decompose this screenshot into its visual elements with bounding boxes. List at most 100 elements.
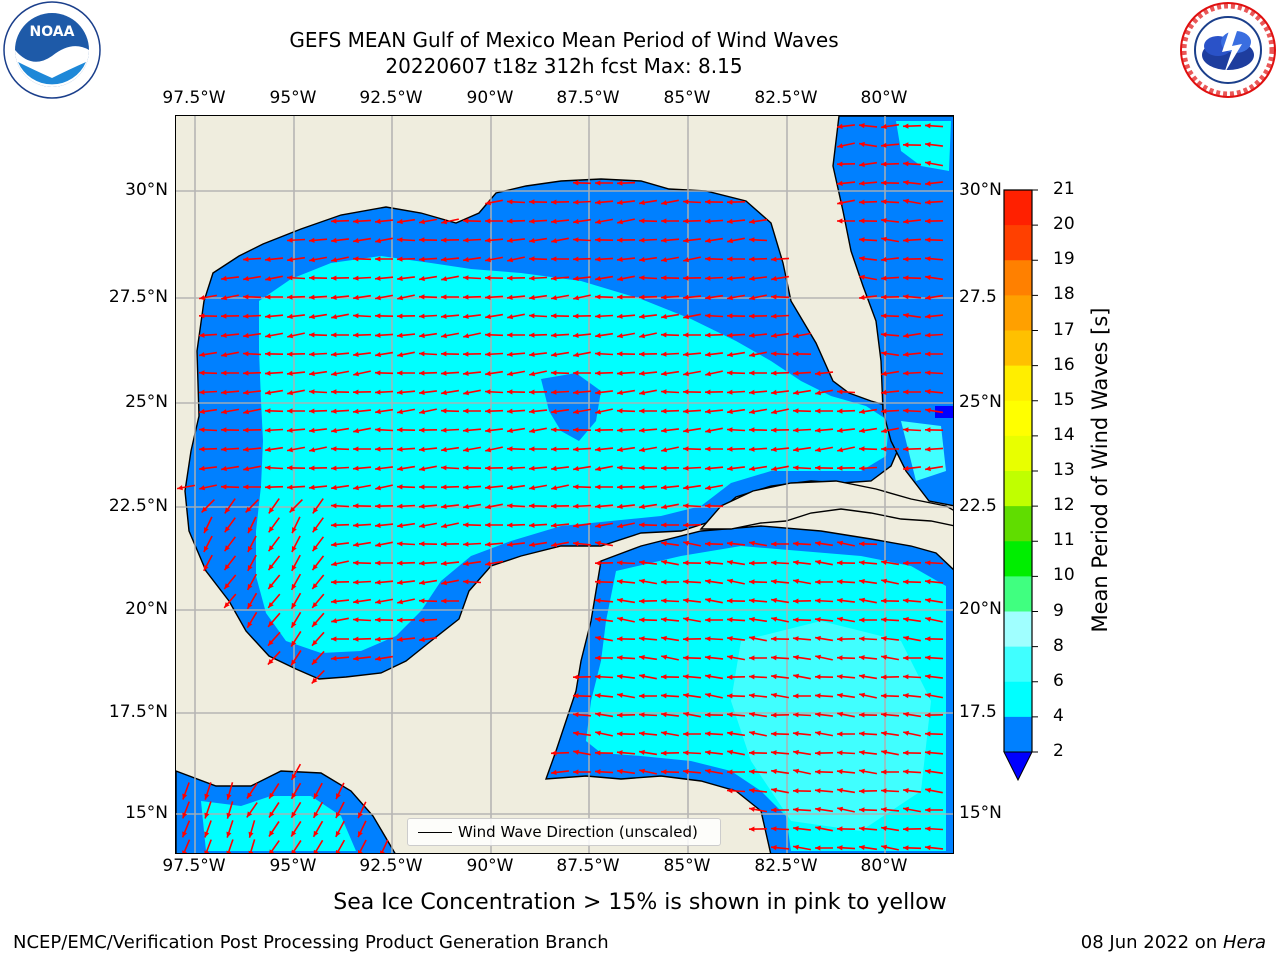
wind-wave-arrowhead — [617, 199, 623, 205]
wind-wave-arrowhead — [287, 427, 293, 433]
wind-wave-arrowhead — [573, 674, 579, 680]
wind-wave-arrowhead — [595, 237, 601, 243]
wind-wave-arrowhead — [291, 792, 297, 799]
wind-wave-arrowhead — [353, 522, 359, 528]
colorbar-tick-label: 16 — [1053, 354, 1075, 375]
wind-wave-arrowhead — [551, 769, 557, 775]
wind-wave-arrowhead — [353, 238, 359, 244]
wind-wave-arrowhead — [268, 545, 274, 552]
wind-wave-arrowhead — [793, 598, 799, 604]
wind-wave-arrowhead — [925, 427, 931, 433]
wind-wave-arrowhead — [925, 199, 931, 205]
wind-wave-arrowhead — [419, 370, 425, 376]
wind-wave-arrowhead — [771, 712, 777, 718]
wind-wave-arrowhead — [529, 332, 535, 338]
wind-wave-arrowhead — [815, 730, 821, 736]
wind-wave-arrowhead — [903, 218, 909, 224]
wind-wave-arrowhead — [749, 275, 755, 281]
atlantic-dark-patch — [935, 406, 953, 418]
wind-wave-arrowhead — [749, 655, 755, 661]
wind-wave-arrowhead — [246, 811, 253, 818]
wind-wave-arrowhead — [661, 730, 667, 736]
wind-wave-arrowhead — [683, 598, 689, 604]
wind-wave-arrowhead — [199, 332, 205, 338]
wind-wave-arrowhead — [859, 597, 865, 603]
wind-wave-arrowhead — [331, 522, 337, 528]
wind-wave-arrowhead — [419, 617, 425, 623]
wind-wave-arrowhead — [529, 408, 535, 414]
wind-wave-arrowhead — [903, 806, 909, 812]
wind-wave-arrowhead — [353, 560, 359, 566]
wind-wave-arrowhead — [485, 447, 491, 453]
wind-wave-arrowhead — [727, 275, 733, 281]
wind-wave-arrowhead — [903, 142, 909, 148]
wind-wave-arrowhead — [859, 123, 865, 129]
wind-wave-arrowhead — [267, 658, 274, 665]
wind-wave-arrowhead — [248, 850, 254, 853]
wind-wave-arrowhead — [683, 540, 689, 546]
wind-wave-arrowhead — [705, 750, 711, 756]
wind-wave-arrowhead — [639, 351, 645, 357]
wind-wave-arrowhead — [224, 507, 231, 514]
wind-wave-arrowhead — [903, 750, 909, 756]
wind-wave-arrowhead — [309, 408, 315, 414]
wind-wave-arrowhead — [551, 275, 557, 281]
lon-label-bottom: 90°W — [466, 856, 514, 876]
wind-wave-arrowhead — [925, 446, 931, 452]
wind-wave-arrowhead — [881, 199, 887, 205]
wind-wave-arrowhead — [705, 332, 711, 338]
wind-wave-arrowhead — [815, 540, 821, 547]
wind-wave-arrowhead — [353, 332, 359, 338]
wind-wave-arrowhead — [881, 161, 887, 167]
wind-wave-arrowhead — [639, 313, 645, 319]
wind-wave-arrowhead — [771, 256, 777, 262]
atlantic-cyan-patch — [896, 121, 951, 171]
wind-wave-arrowhead — [815, 390, 821, 396]
wind-wave-arrowhead — [727, 730, 733, 737]
wind-wave-arrowhead — [815, 370, 821, 376]
wind-wave-arrowhead — [507, 371, 513, 377]
wind-wave-arrowhead — [243, 351, 249, 357]
wind-wave-arrowhead — [289, 506, 296, 513]
wind-wave-arrowhead — [859, 617, 865, 623]
wind-wave-arrowhead — [837, 711, 843, 717]
wind-wave-arrowhead — [595, 409, 601, 415]
wind-wave-arrowhead — [224, 526, 230, 533]
wind-wave-arrowhead — [573, 180, 579, 186]
wind-wave-arrowhead — [859, 826, 865, 832]
wind-wave-arrowhead — [771, 787, 777, 793]
wind-wave-arrowhead — [793, 390, 799, 396]
lat-label-right: 27.5 — [959, 287, 997, 307]
wind-wave-arrowhead — [727, 389, 733, 395]
wind-wave-arrowhead — [661, 314, 667, 320]
wind-wave-arrowhead — [925, 636, 931, 642]
wind-wave-arrowhead — [309, 332, 315, 338]
wind-wave-arrowhead — [837, 161, 843, 167]
wind-wave-arrowhead — [287, 370, 293, 376]
colorbar-tick-label: 2 — [1053, 741, 1064, 761]
wind-wave-arrowhead — [375, 313, 381, 319]
wind-wave-arrowhead — [312, 545, 318, 552]
wind-wave-arrowhead — [903, 370, 909, 376]
wind-wave-arrowhead — [463, 579, 469, 585]
wind-wave-arrowhead — [837, 389, 843, 395]
wind-wave-arrowhead — [397, 636, 403, 642]
wind-wave-arrowhead — [793, 617, 799, 623]
wind-wave-arrowhead — [441, 523, 447, 529]
wind-wave-arrowhead — [397, 218, 403, 225]
wind-wave-arrowhead — [727, 636, 733, 642]
wind-wave-arrowhead — [837, 598, 843, 604]
wind-wave-arrowhead — [485, 294, 491, 300]
wind-wave-arrowhead — [815, 845, 821, 851]
wind-wave-arrowhead — [661, 465, 667, 471]
wind-wave-arrowhead — [683, 465, 689, 471]
wind-wave-arrowhead — [397, 579, 403, 585]
wind-wave-arrowhead — [925, 579, 931, 585]
wind-wave-arrowhead — [595, 655, 601, 661]
wind-wave-arrowhead — [529, 371, 535, 377]
wind-wave-arrowhead — [771, 446, 777, 452]
wind-wave-arrowhead — [199, 370, 205, 376]
lat-label-right: 22.5 — [959, 496, 997, 516]
wind-wave-arrowhead — [331, 561, 337, 567]
wind-wave-arrowhead — [247, 792, 253, 799]
